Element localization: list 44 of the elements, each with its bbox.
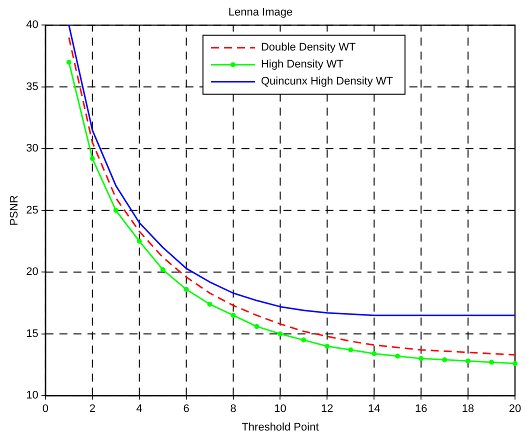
point bbox=[278, 331, 283, 336]
point bbox=[512, 361, 518, 366]
x-tick-label: 18 bbox=[462, 403, 474, 416]
point bbox=[418, 356, 424, 362]
point bbox=[442, 357, 448, 362]
y-tick-label: 25 bbox=[26, 204, 38, 216]
point bbox=[254, 324, 260, 329]
y-tick-label: 20 bbox=[26, 266, 38, 278]
point bbox=[489, 360, 494, 365]
point bbox=[90, 156, 95, 162]
point bbox=[230, 312, 236, 318]
point bbox=[324, 344, 330, 349]
point bbox=[160, 267, 166, 272]
x-tick-label: 16 bbox=[414, 403, 428, 416]
point bbox=[207, 302, 212, 307]
point bbox=[184, 286, 189, 292]
y-tick-label: 35 bbox=[26, 80, 38, 93]
chart-title: Lenna Image bbox=[228, 6, 293, 19]
x-tick-label: 14 bbox=[368, 403, 380, 416]
point bbox=[66, 60, 72, 65]
point bbox=[113, 208, 118, 213]
y-tick-label: 10 bbox=[26, 390, 38, 402]
legend-label: Quincunx High Density WT bbox=[260, 76, 394, 88]
x-tick-label: 20 bbox=[508, 403, 522, 416]
legend-label: High Density WT bbox=[260, 58, 344, 71]
y-tick-label: 15 bbox=[26, 328, 38, 340]
y-tick-label: 40 bbox=[26, 19, 38, 32]
x-tick-label: 2 bbox=[89, 403, 96, 416]
x-tick-label: 6 bbox=[183, 403, 190, 416]
y-tick-label: 30 bbox=[26, 142, 38, 155]
x-tick-label: 4 bbox=[136, 403, 142, 416]
x-tick-label: 8 bbox=[230, 403, 236, 416]
point bbox=[466, 358, 471, 364]
x-tick-label: 0 bbox=[42, 403, 48, 416]
point bbox=[395, 354, 400, 359]
point bbox=[372, 351, 377, 356]
legend-label: Double Density WT bbox=[260, 42, 356, 54]
x-tick-label: 12 bbox=[321, 403, 334, 416]
point bbox=[136, 238, 142, 244]
point bbox=[348, 347, 354, 352]
y-axis-title: PSNR bbox=[8, 195, 21, 226]
point bbox=[301, 338, 306, 343]
x-axis-title: Threshold Point bbox=[242, 421, 319, 434]
x-tick-label: 10 bbox=[274, 403, 286, 416]
